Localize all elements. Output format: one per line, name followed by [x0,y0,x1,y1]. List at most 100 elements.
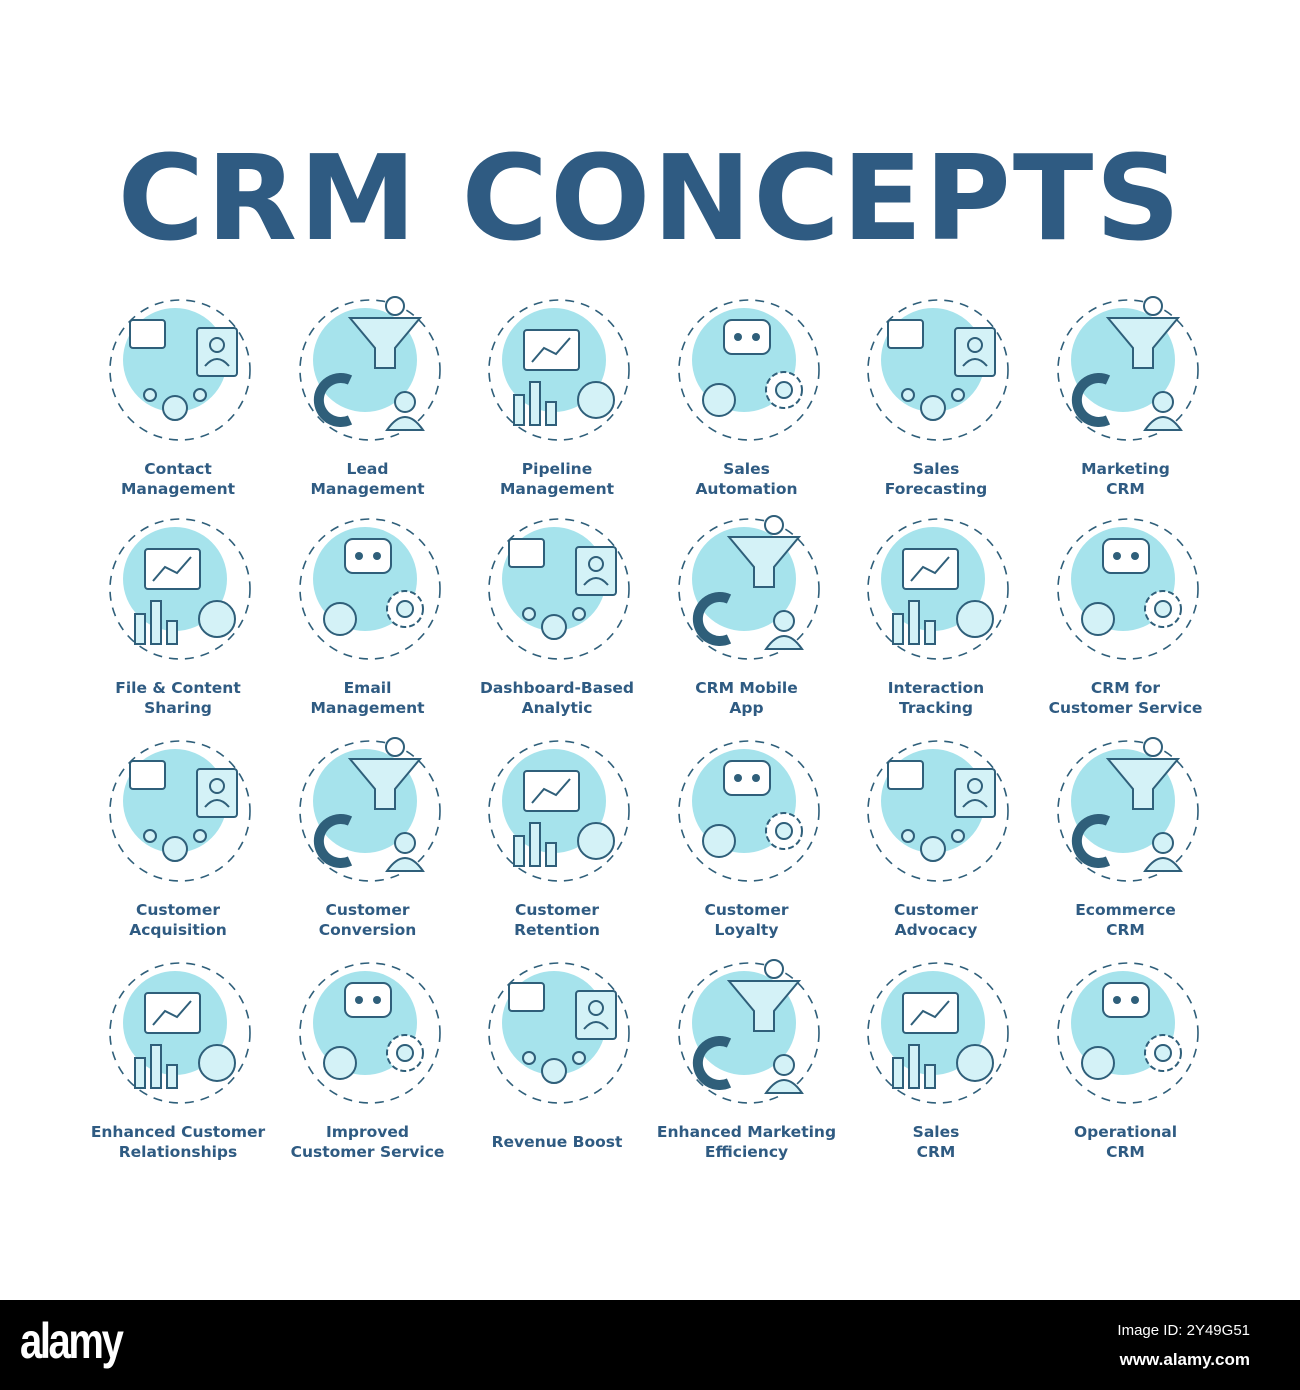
concept-label: Customer Loyalty [642,900,852,940]
label-line: Automation [695,480,798,498]
concept-tile: Interaction Tracking [841,509,1031,731]
label-line: Management [310,480,425,498]
label-line: Relationships [118,1143,238,1161]
label-line: Enhanced Customer [90,1123,266,1141]
growth-megaphone-icon [677,959,820,1104]
robot-icon [677,299,820,441]
concept-label: Operational CRM [1021,1122,1231,1162]
concept-label: Revenue Boost [452,1132,662,1152]
concept-tile: Customer Acquisition [83,731,273,953]
page-title: CRM CONCEPTS [117,129,1183,267]
contact-book-icon [109,299,251,441]
label-line: Email [343,679,392,697]
label-line: Sales [912,1123,960,1141]
concept-label: Improved Customer Service [263,1122,473,1162]
funnel-magnet-icon [298,296,441,441]
concept-label: Contact Management [73,459,283,499]
label-line: Sales [912,460,960,478]
shopping-cart-icon [1056,737,1199,882]
label-line: Management [499,480,615,498]
mobile-devices-icon [677,515,820,660]
label-line: Enhanced Marketing [656,1123,837,1141]
label-line: Pipeline [521,460,593,478]
concept-tile: Email Management [273,509,463,731]
concept-label: CRM for Customer Service [1021,678,1231,718]
file-share-icon [109,518,251,660]
label-line: Lead [346,460,389,478]
concept-tile: Pipeline Management [462,290,652,512]
concept-label: Pipeline Management [452,459,662,499]
label-line: Improved [325,1123,410,1141]
label-line: Ecommerce [1075,901,1176,919]
label-line: Advocacy [894,921,978,939]
concept-tile: Sales Forecasting [841,290,1031,512]
email-icon [298,518,441,660]
label-line: CRM Mobile [695,679,798,697]
star-cart-icon [677,740,820,882]
concept-tile: Marketing CRM [1031,290,1221,512]
concept-tile: Customer Advocacy [841,731,1031,953]
concept-tile: CRM Mobile App [652,509,842,731]
concept-tile: File & Content Sharing [83,509,273,731]
label-line: File & Content [115,679,241,697]
concept-label: Enhanced Marketing Efficiency [642,1122,852,1162]
concept-label: Interaction Tracking [831,678,1041,718]
concept-label: Ecommerce CRM [1021,900,1231,940]
concept-tile: Ecommerce CRM [1031,731,1221,953]
gear-funnel-icon [1056,962,1199,1104]
concept-tile: Revenue Boost [462,953,652,1175]
concept-label: Customer Conversion [263,900,473,940]
label-line: Customer [893,901,978,919]
label-line: Sharing [144,699,212,717]
concept-tile: Enhanced Customer Relationships [83,953,273,1175]
robot-hands-icon [298,962,441,1104]
label-line: Contact [144,460,212,478]
concept-tile: Customer Loyalty [652,731,842,953]
crystal-ball-chart-icon [867,299,1009,441]
alamy-logo: alamy [20,1313,124,1369]
concept-tile: Sales Automation [652,290,842,512]
label-line: Revenue Boost [491,1133,623,1151]
label-line: Management [120,480,236,498]
handshake-card-icon [298,737,441,882]
concept-label: File & Content Sharing [73,678,283,718]
label-line: Customer [325,901,410,919]
concept-tile: Operational CRM [1031,953,1221,1175]
revenue-chart-icon [488,962,630,1104]
concept-tile: CRM for Customer Service [1031,509,1221,731]
label-line: Acquisition [129,921,227,939]
label-line: Analytic [521,699,593,717]
label-line: Management [310,699,425,717]
concept-tile: Contact Management [83,290,273,512]
image-id: Image ID: 2Y49G51 [1117,1322,1250,1339]
megaphone-icon [1056,296,1199,441]
label-line: Forecasting [884,480,988,498]
concept-label: Enhanced Customer Relationships [73,1122,283,1162]
label-line: Conversion [318,921,417,939]
concept-label: Sales Automation [642,459,852,499]
label-line: CRM [916,1143,956,1161]
concept-tile: Sales CRM [841,953,1031,1175]
magnet-people-icon [109,740,251,882]
label-line: Customer Service [1048,699,1203,717]
site-url: www.alamy.com [1119,1350,1250,1369]
label-line: Sales [723,460,770,478]
label-line: CRM [1106,1143,1145,1161]
label-line: CRM [1106,921,1145,939]
label-line: Customer [704,901,789,919]
concept-label: Customer Advocacy [831,900,1041,940]
concept-tile: Lead Management [273,290,463,512]
label-line: Interaction [887,679,985,697]
handshake-growth-icon [109,962,251,1104]
label-line: Customer Service [290,1143,445,1161]
envelope-clock-icon [867,518,1009,660]
label-line: Retention [514,921,600,939]
dashboard-chart-icon [488,518,630,660]
label-line: Tracking [899,699,973,717]
concept-label: Sales CRM [831,1122,1041,1162]
price-tag-funnel-icon [867,962,1009,1104]
label-line: Loyalty [714,921,779,939]
label-line: App [729,699,764,717]
concept-label: Marketing CRM [1021,459,1231,499]
label-line: Efficiency [704,1143,789,1161]
